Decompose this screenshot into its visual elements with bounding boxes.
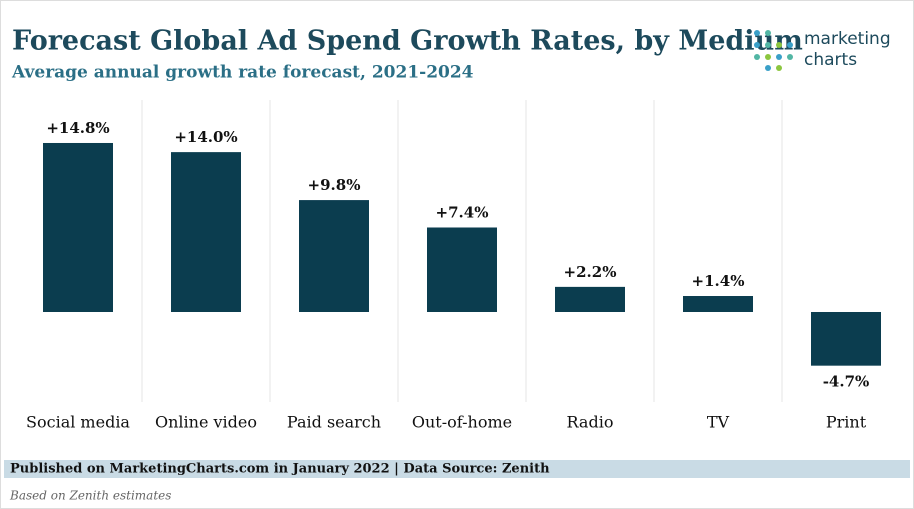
bar (427, 227, 497, 312)
x-tick-label: TV (707, 413, 730, 432)
bar (299, 200, 369, 312)
x-tick-label: Print (826, 413, 867, 432)
x-tick-label: Out-of-home (412, 413, 512, 432)
chart-title: Forecast Global Ad Spend Growth Rates, b… (12, 26, 803, 57)
bar (811, 312, 881, 366)
footer-source: Published on MarketingCharts.com in Janu… (10, 462, 550, 477)
logo-text: marketing (804, 29, 891, 49)
data-label: +1.4% (692, 272, 745, 290)
footer-note: Based on Zenith estimates (9, 489, 171, 503)
logo-text: charts (804, 50, 857, 70)
bar (555, 286, 625, 312)
bar (171, 152, 241, 312)
data-label: -4.7% (823, 373, 870, 391)
x-tick-label: Paid search (287, 413, 381, 432)
x-tick-label: Social media (26, 413, 130, 432)
x-tick-label: Online video (155, 413, 257, 432)
data-label: +9.8% (308, 176, 361, 194)
data-label: +2.2% (564, 263, 617, 281)
x-tick-label: Radio (567, 413, 614, 432)
chart-subtitle: Average annual growth rate forecast, 202… (11, 63, 474, 83)
data-label: +14.0% (174, 128, 237, 146)
logo-dots (754, 30, 793, 71)
footer-band (4, 460, 910, 478)
bar (43, 142, 113, 312)
bar (683, 296, 753, 312)
data-label: +14.8% (46, 119, 109, 137)
data-label: +7.4% (436, 203, 489, 221)
